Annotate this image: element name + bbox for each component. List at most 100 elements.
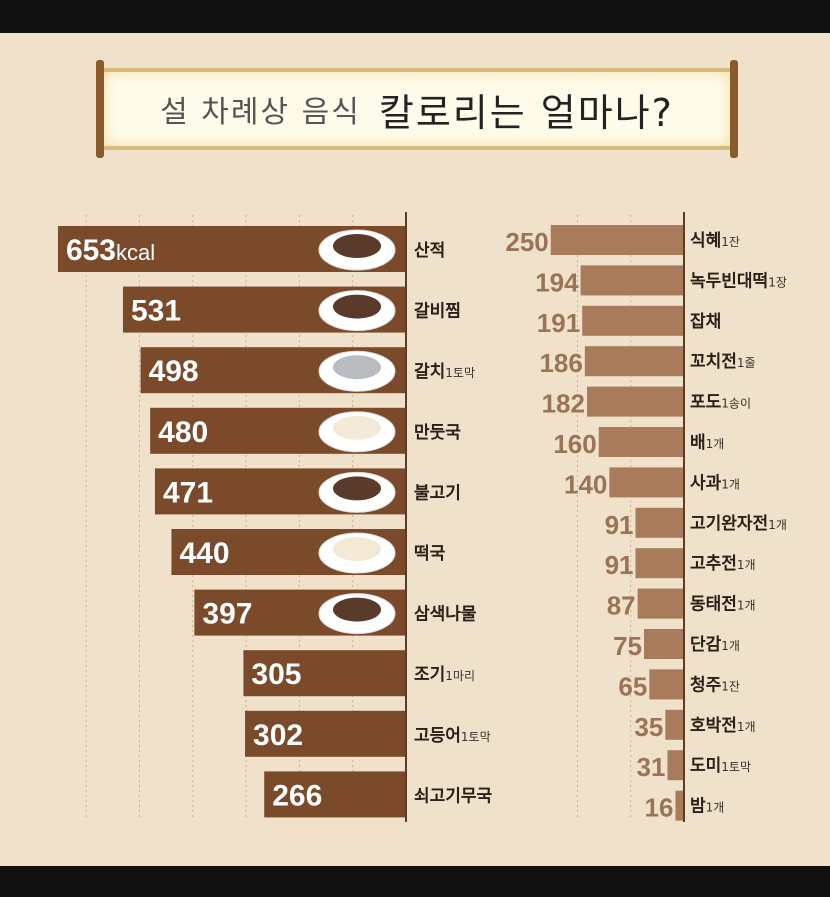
scroll-rod-left xyxy=(96,60,104,158)
serving-label: 1송이 xyxy=(721,397,751,411)
data-label: 65 xyxy=(618,671,647,701)
data-label: 498 xyxy=(149,355,199,388)
data-label: 87 xyxy=(607,591,636,621)
serving-label: 1줄 xyxy=(737,356,756,370)
serving-label: 1개 xyxy=(706,801,725,815)
category-label: 녹두빈대떡1장 xyxy=(690,271,787,291)
bottom-black-bar xyxy=(0,866,830,897)
category-label: 고기완자전1개 xyxy=(690,514,787,534)
serving-label: 1개 xyxy=(737,558,756,572)
category-label: 배1개 xyxy=(690,433,724,453)
title-paper: 설 차례상 음식 칼로리는 얼마나? xyxy=(104,68,730,150)
serving-label: 1잔 xyxy=(721,679,740,693)
serving-label: 1개 xyxy=(737,720,756,734)
bar xyxy=(245,710,406,757)
category-label: 밤1개 xyxy=(690,797,724,817)
category-label: 꼬치전1줄 xyxy=(690,352,756,372)
category-label: 고등어1토막 xyxy=(414,726,491,746)
category-label: 쇠고기무국 xyxy=(414,786,493,806)
bulgogi-plate-icon xyxy=(318,471,396,513)
bar xyxy=(550,225,684,255)
data-label: 194 xyxy=(535,267,579,297)
top-black-bar xyxy=(0,0,830,33)
title-scroll: 설 차례상 음식 칼로리는 얼마나? xyxy=(96,60,738,158)
data-label: 182 xyxy=(542,389,585,419)
data-label: 140 xyxy=(564,469,607,499)
category-label: 단감1개 xyxy=(690,635,740,655)
bar xyxy=(586,386,684,417)
food xyxy=(333,294,381,319)
serving-label: 1토막 xyxy=(461,730,491,744)
category-label: 불고기 xyxy=(414,483,461,503)
bar xyxy=(635,507,684,538)
category-label: 호박전1개 xyxy=(690,716,756,736)
sanjeok-plate-icon xyxy=(318,229,396,271)
namul-plate-icon xyxy=(318,593,396,635)
fish-plate-icon xyxy=(318,350,396,392)
data-label: 653kcal xyxy=(66,234,155,267)
bar xyxy=(580,265,684,296)
bar xyxy=(243,650,406,697)
data-label: 160 xyxy=(553,429,596,459)
bar xyxy=(598,427,684,457)
bar xyxy=(584,346,684,377)
serving-label: 1장 xyxy=(768,275,787,289)
data-label: 186 xyxy=(539,348,582,378)
food xyxy=(333,415,381,440)
data-label: 91 xyxy=(605,550,634,580)
serving-label: 1잔 xyxy=(721,235,740,249)
serving-label: 1토막 xyxy=(445,366,475,380)
title-part1: 설 차례상 음식 xyxy=(160,95,361,130)
category-label: 갈비찜 xyxy=(414,302,461,322)
data-label: 31 xyxy=(637,752,666,782)
category-label: 청주1잔 xyxy=(690,674,740,695)
serving-label: 1개 xyxy=(737,599,756,613)
category-label: 조기1마리 xyxy=(414,665,475,685)
serving-label: 1개 xyxy=(706,437,725,451)
data-label: 16 xyxy=(645,793,674,823)
data-label: 250 xyxy=(505,227,548,257)
category-label: 만둣국 xyxy=(414,423,461,443)
serving-label: 1개 xyxy=(721,477,740,491)
data-label: 397 xyxy=(202,598,252,631)
food xyxy=(333,355,381,380)
bar xyxy=(667,750,684,781)
bar xyxy=(665,709,684,740)
unit-label: kcal xyxy=(116,240,155,265)
data-label: 91 xyxy=(605,510,634,540)
bar xyxy=(644,629,684,659)
data-label: 471 xyxy=(163,476,213,509)
food xyxy=(333,597,381,622)
bar xyxy=(649,669,684,700)
bar xyxy=(635,548,684,579)
scroll-rod-right xyxy=(730,60,738,158)
category-label: 산적 xyxy=(414,241,445,261)
serving-label: 1마리 xyxy=(445,669,475,683)
serving-label: 1개 xyxy=(721,639,740,653)
category-label: 잡채 xyxy=(690,312,721,332)
category-label: 도미1토막 xyxy=(690,756,751,776)
food xyxy=(333,476,381,501)
category-label: 고추전1개 xyxy=(690,554,756,574)
bar xyxy=(675,790,684,821)
category-label: 포도1송이 xyxy=(690,393,751,413)
bar xyxy=(609,467,684,498)
data-label: 531 xyxy=(131,295,181,328)
dumpling-soup-icon xyxy=(318,411,396,453)
serving-label: 1토막 xyxy=(721,760,751,774)
bar xyxy=(637,588,684,619)
data-label: 480 xyxy=(158,416,208,449)
category-label: 삼색나물 xyxy=(414,605,477,625)
data-label: 35 xyxy=(634,712,663,742)
rice-cake-soup-icon xyxy=(318,532,396,574)
bar xyxy=(264,771,406,818)
data-label: 440 xyxy=(179,537,229,570)
data-label: 305 xyxy=(251,658,301,691)
category-label: 동태전1개 xyxy=(690,595,756,615)
category-label: 사과1개 xyxy=(690,473,740,493)
category-label: 갈치1토막 xyxy=(414,362,475,382)
title-part2: 칼로리는 얼마나? xyxy=(378,90,674,135)
serving-label: 1개 xyxy=(768,518,787,532)
data-label: 191 xyxy=(537,308,580,338)
